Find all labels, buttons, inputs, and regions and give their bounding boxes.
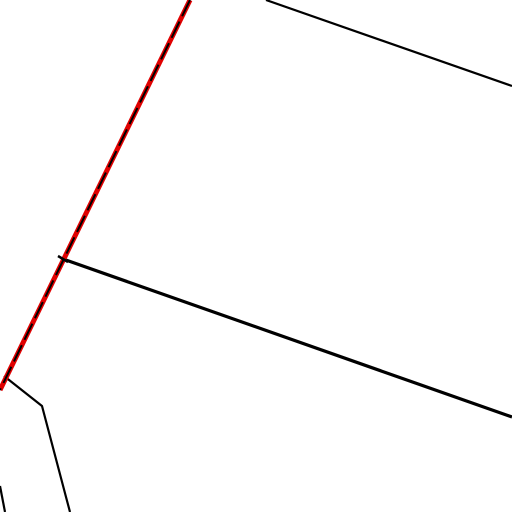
lower-left-parcel-line — [3, 375, 72, 512]
middle-parcel-line — [62, 257, 512, 419]
bottom-left-edge-line — [0, 485, 7, 512]
highlighted-boundary-dash-overlay — [0, 0, 191, 391]
upper-parcel-line — [265, 0, 512, 88]
boundary-junction-tick — [57, 254, 69, 264]
